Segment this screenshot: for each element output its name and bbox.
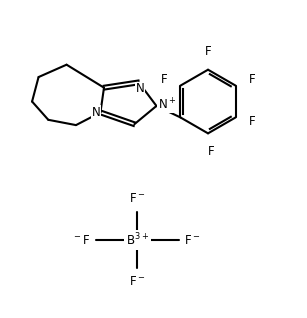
Text: N: N — [136, 82, 145, 95]
Text: F$^-$: F$^-$ — [185, 233, 201, 246]
Text: F: F — [249, 73, 255, 86]
Text: F: F — [161, 73, 167, 86]
Text: N$^+$: N$^+$ — [158, 97, 177, 113]
Text: F$^-$: F$^-$ — [129, 275, 146, 288]
Text: B$^{3+}$: B$^{3+}$ — [126, 232, 149, 248]
Text: N: N — [92, 106, 100, 119]
Text: $^-$F: $^-$F — [72, 233, 90, 246]
Text: F$^-$: F$^-$ — [129, 192, 146, 205]
Text: F: F — [249, 115, 255, 128]
Text: F: F — [208, 145, 214, 158]
Text: F: F — [205, 45, 211, 58]
